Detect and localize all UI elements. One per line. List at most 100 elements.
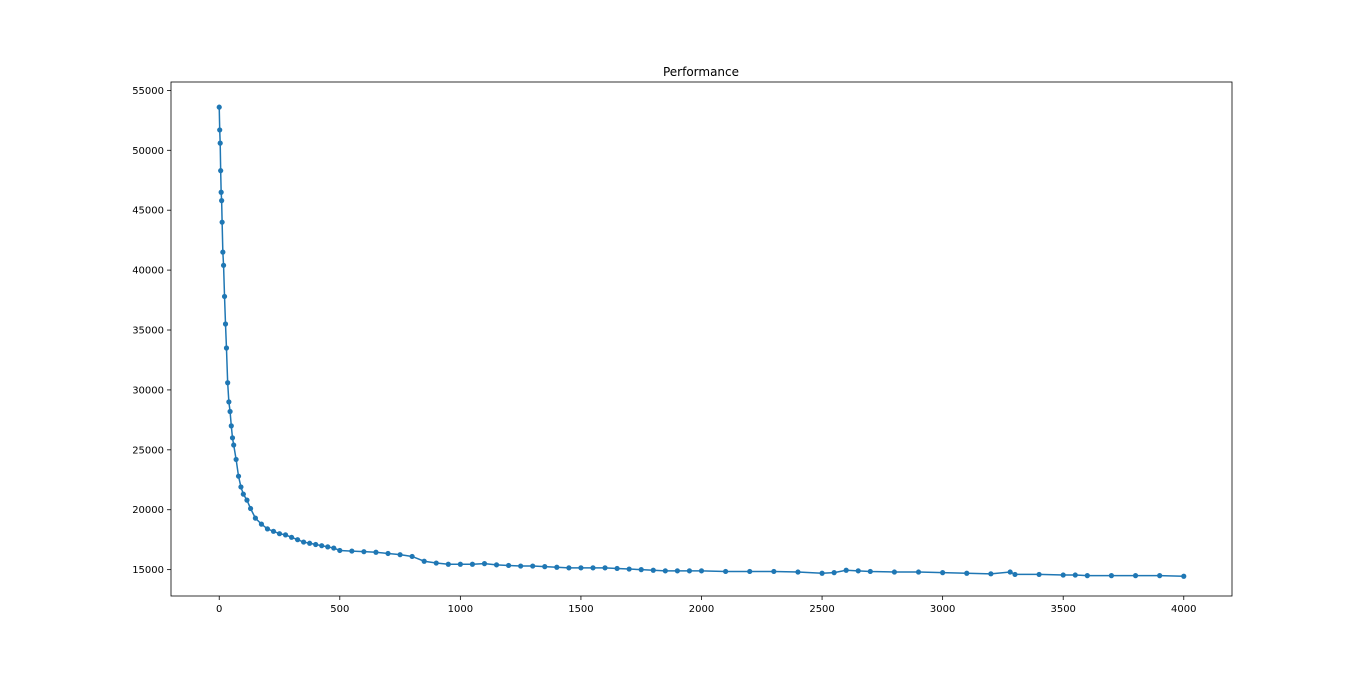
data-point — [855, 568, 861, 574]
data-point — [225, 380, 231, 386]
y-tick-label: 25000 — [132, 445, 164, 456]
data-point — [219, 219, 225, 225]
data-point — [421, 558, 427, 564]
data-point — [238, 484, 244, 490]
data-point — [795, 569, 801, 575]
data-point — [258, 521, 265, 527]
data-point — [493, 562, 500, 568]
data-point — [307, 540, 313, 546]
data-point — [518, 563, 524, 569]
data-point — [270, 528, 277, 534]
x-tick-label: 2000 — [689, 604, 714, 615]
y-tick-label: 30000 — [132, 385, 164, 396]
chart-title: Performance — [663, 65, 739, 79]
data-point — [231, 442, 237, 448]
data-point — [361, 549, 367, 555]
y-tick-label: 55000 — [132, 86, 164, 97]
data-point — [590, 565, 596, 571]
data-point — [220, 262, 227, 268]
data-point — [220, 249, 226, 255]
x-tick-label: 1500 — [568, 604, 593, 615]
data-point — [1012, 571, 1018, 578]
x-tick-label: 500 — [330, 604, 349, 615]
data-point — [698, 568, 705, 574]
data-point — [373, 549, 379, 555]
data-point — [1181, 573, 1187, 579]
data-point — [218, 189, 224, 195]
data-point — [433, 560, 439, 566]
series-line — [218, 107, 1184, 577]
data-point — [349, 548, 355, 554]
data-point — [1084, 573, 1090, 579]
plot-frame — [170, 81, 1233, 597]
data-point — [988, 571, 994, 577]
data-point — [723, 568, 729, 575]
data-point — [578, 565, 584, 571]
data-point — [240, 491, 246, 497]
data-point — [662, 568, 668, 574]
data-point — [1132, 573, 1139, 579]
data-point — [566, 565, 572, 571]
data-point — [1060, 572, 1066, 578]
x-tick-label: 2500 — [809, 604, 834, 615]
data-point — [264, 526, 271, 532]
data-point — [1036, 571, 1042, 578]
data-point — [867, 568, 873, 575]
data-point — [819, 570, 825, 576]
data-point — [219, 198, 225, 204]
x-tick-label: 3000 — [930, 604, 955, 615]
data-point — [217, 140, 223, 146]
data-point — [831, 570, 837, 576]
data-point — [530, 563, 536, 569]
data-point — [385, 550, 391, 557]
y-tick-label: 15000 — [132, 565, 164, 576]
data-point — [331, 545, 337, 551]
data-point — [542, 564, 548, 570]
data-point — [650, 567, 656, 573]
data-point — [226, 399, 232, 405]
data-point — [505, 562, 512, 569]
y-axis: 15000 20000 25000 30000 35000 40000 45000 50000… — [132, 86, 171, 576]
data-point — [891, 569, 898, 575]
data-point — [288, 534, 295, 540]
data-point — [964, 570, 970, 576]
data-point — [313, 541, 319, 548]
data-point — [940, 570, 946, 576]
y-tick-label: 20000 — [132, 505, 164, 516]
data-point — [229, 435, 236, 441]
data-point — [1108, 573, 1115, 579]
y-tick-label: 40000 — [132, 266, 164, 277]
data-point — [247, 505, 254, 512]
data-point — [747, 568, 753, 575]
data-point — [282, 532, 289, 538]
data-point — [614, 565, 620, 572]
x-tick-label: 1000 — [448, 604, 473, 615]
data-point — [222, 321, 229, 327]
data-point — [252, 515, 258, 521]
data-point — [445, 561, 451, 567]
data-point — [602, 565, 608, 571]
data-point — [686, 568, 693, 574]
data-point — [469, 561, 476, 567]
data-point — [1007, 569, 1013, 575]
data-point — [227, 408, 233, 415]
data-point — [409, 553, 415, 560]
data-point — [294, 537, 301, 543]
x-tick-label: 3500 — [1050, 604, 1075, 615]
data-point — [457, 561, 463, 567]
data-point — [771, 568, 777, 575]
data-point — [235, 473, 242, 479]
data-point — [1157, 573, 1163, 579]
data-point — [233, 456, 239, 463]
data-point — [244, 497, 250, 503]
data-point — [1072, 572, 1078, 578]
y-tick-label: 45000 — [132, 206, 164, 217]
data-point — [276, 531, 283, 537]
data-point — [638, 567, 644, 573]
data-point — [325, 544, 331, 550]
data-point — [554, 564, 560, 570]
data-point — [481, 561, 488, 567]
data-point — [301, 539, 307, 545]
x-tick-label: 0 — [216, 604, 222, 615]
data-point — [319, 543, 325, 549]
